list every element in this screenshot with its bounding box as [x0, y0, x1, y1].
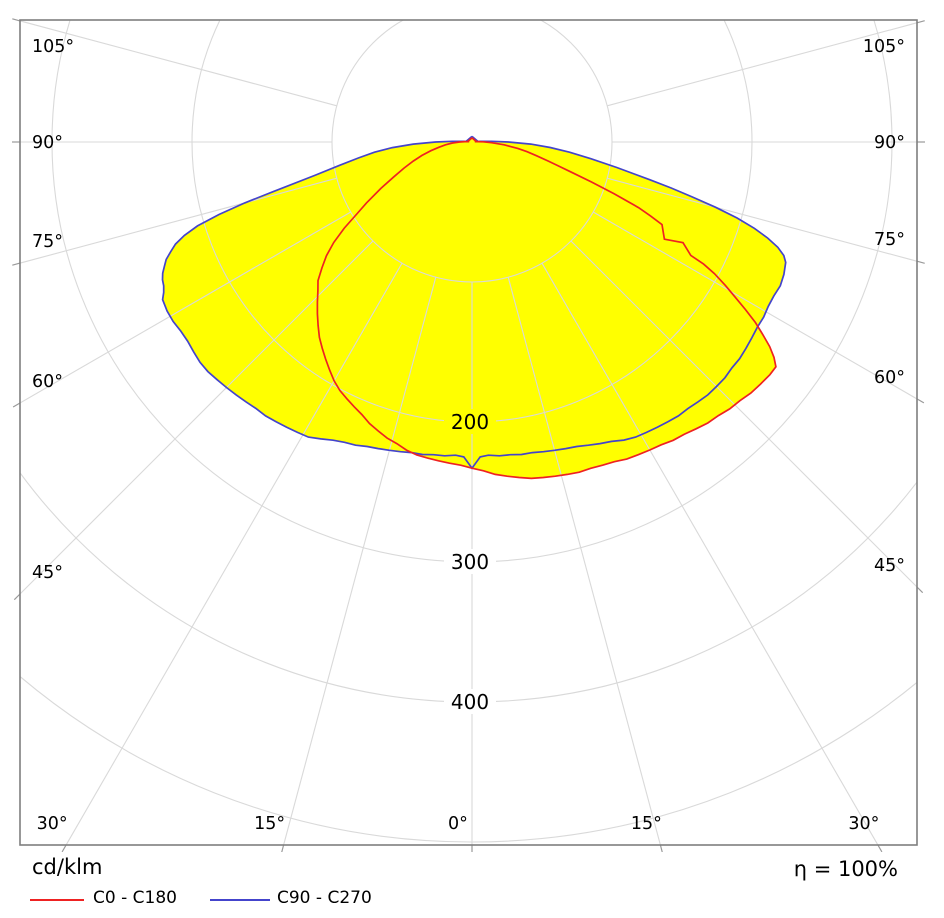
- unit-label: cd/klm: [32, 855, 103, 879]
- plot-frame: [19, 19, 918, 846]
- angle-tick: [916, 260, 925, 264]
- angle-label: 45°: [874, 556, 905, 576]
- angle-label: 90°: [32, 133, 63, 153]
- legend-line-c0-c180: [30, 899, 84, 901]
- angle-tick: [281, 844, 285, 852]
- angle-label: 60°: [874, 368, 905, 388]
- grid-radial: [283, 277, 437, 845]
- angle-tick: [61, 844, 67, 852]
- angle-label: 15°: [254, 814, 285, 834]
- angle-tick: [916, 586, 924, 594]
- grid-radial: [541, 262, 879, 845]
- ring-label-bg: [444, 409, 496, 434]
- grid-radial: [607, 22, 917, 107]
- legend: C0 - C180 C90 - C270: [0, 888, 944, 914]
- angle-tick: [877, 844, 883, 852]
- angle-tick: [12, 262, 21, 266]
- grid-radial: [570, 240, 917, 588]
- angle-label: 30°: [37, 814, 68, 834]
- curve-c90-c270: [161, 135, 787, 470]
- angle-tick: [13, 593, 21, 601]
- ring-label-bg: [444, 549, 496, 574]
- ring-label-bg: [444, 689, 496, 714]
- efficiency-label: η = 100%: [793, 857, 898, 881]
- grid-radial: [20, 211, 352, 404]
- angle-tick: [916, 398, 925, 404]
- grid-radial: [592, 211, 917, 400]
- intensity-fill-area: [162, 136, 786, 479]
- grid-radial: [507, 277, 661, 845]
- angle-label: 105°: [32, 37, 74, 57]
- angle-label: 60°: [32, 372, 63, 392]
- grid-radial: [20, 20, 337, 107]
- ring-label: 300: [451, 550, 489, 574]
- angle-tick: [659, 844, 663, 852]
- angle-label: 75°: [32, 232, 63, 252]
- angle-label: 0°: [448, 814, 468, 834]
- angle-label: 15°: [631, 814, 662, 834]
- angle-label: 30°: [848, 814, 879, 834]
- polar-chart: 200 300 400 105° 90° 75° 60° 45° 30° 15° 0° 15° 30° 4…: [12, 18, 925, 852]
- curve-c0-c180: [316, 137, 777, 480]
- ring-label: 400: [451, 690, 489, 714]
- ring-label: 200: [451, 410, 489, 434]
- grid-radial: [20, 177, 337, 264]
- angle-label: 105°: [863, 37, 905, 57]
- angle-tick: [12, 18, 21, 22]
- angle-tick: [12, 402, 21, 408]
- angle-ticks: [12, 18, 925, 852]
- angle-tick: [916, 20, 925, 24]
- angle-label: 90°: [874, 133, 905, 153]
- legend-line-c90-c270: [210, 899, 270, 901]
- legend-label-c90-c270: C90 - C270: [277, 888, 372, 908]
- angle-label: 45°: [32, 563, 63, 583]
- grid-radial: [65, 262, 403, 845]
- grid-radial: [20, 240, 374, 595]
- angle-label: 75°: [874, 230, 905, 250]
- legend-label-c0-c180: C0 - C180: [93, 888, 177, 908]
